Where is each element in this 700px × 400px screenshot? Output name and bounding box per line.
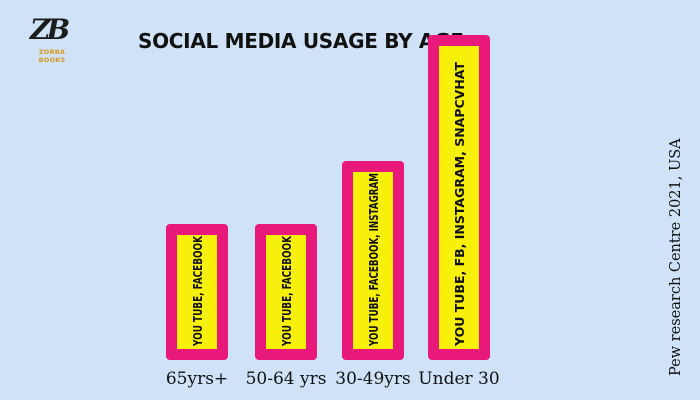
bar-3: YOU TUBE, FACEBOOK, INSTAGRAM	[342, 161, 404, 360]
bar-fill	[439, 46, 479, 349]
bar-label: YOU TUBE, FB, INSTAGRAM, SNAPCVHAT	[452, 61, 467, 347]
bar-label: YOU TUBE, FACEBOOK, INSTAGRAM	[366, 173, 381, 347]
category-label: 30-49yrs	[335, 369, 410, 389]
source-note: Pew research Centre 2021, USA	[668, 138, 684, 376]
bar-label: YOU TUBE, FACEBOOK	[190, 235, 205, 347]
bar-fill	[266, 235, 306, 349]
bar-label: YOU TUBE, FACEBOOK	[279, 235, 294, 347]
bar-1: YOU TUBE, FACEBOOK	[166, 224, 228, 360]
logo-mark-text: ZB	[30, 13, 70, 46]
bar-fill	[177, 235, 217, 349]
category-label: 50-64 yrs	[246, 369, 327, 389]
chart-title: SOCIAL MEDIA USAGE BY AGE	[138, 29, 464, 53]
category-label: Under 30	[418, 369, 499, 389]
zorba-books-logo: ZB ZORBA BOOKS	[26, 14, 78, 65]
logo-mark: ZB	[30, 14, 74, 46]
logo-text: ZORBA BOOKS	[38, 48, 66, 64]
category-label: 65yrs+	[166, 369, 228, 389]
bar-fill	[353, 172, 393, 349]
bar-2: YOU TUBE, FACEBOOK	[255, 224, 317, 360]
bar-4: YOU TUBE, FB, INSTAGRAM, SNAPCVHAT	[428, 35, 490, 360]
